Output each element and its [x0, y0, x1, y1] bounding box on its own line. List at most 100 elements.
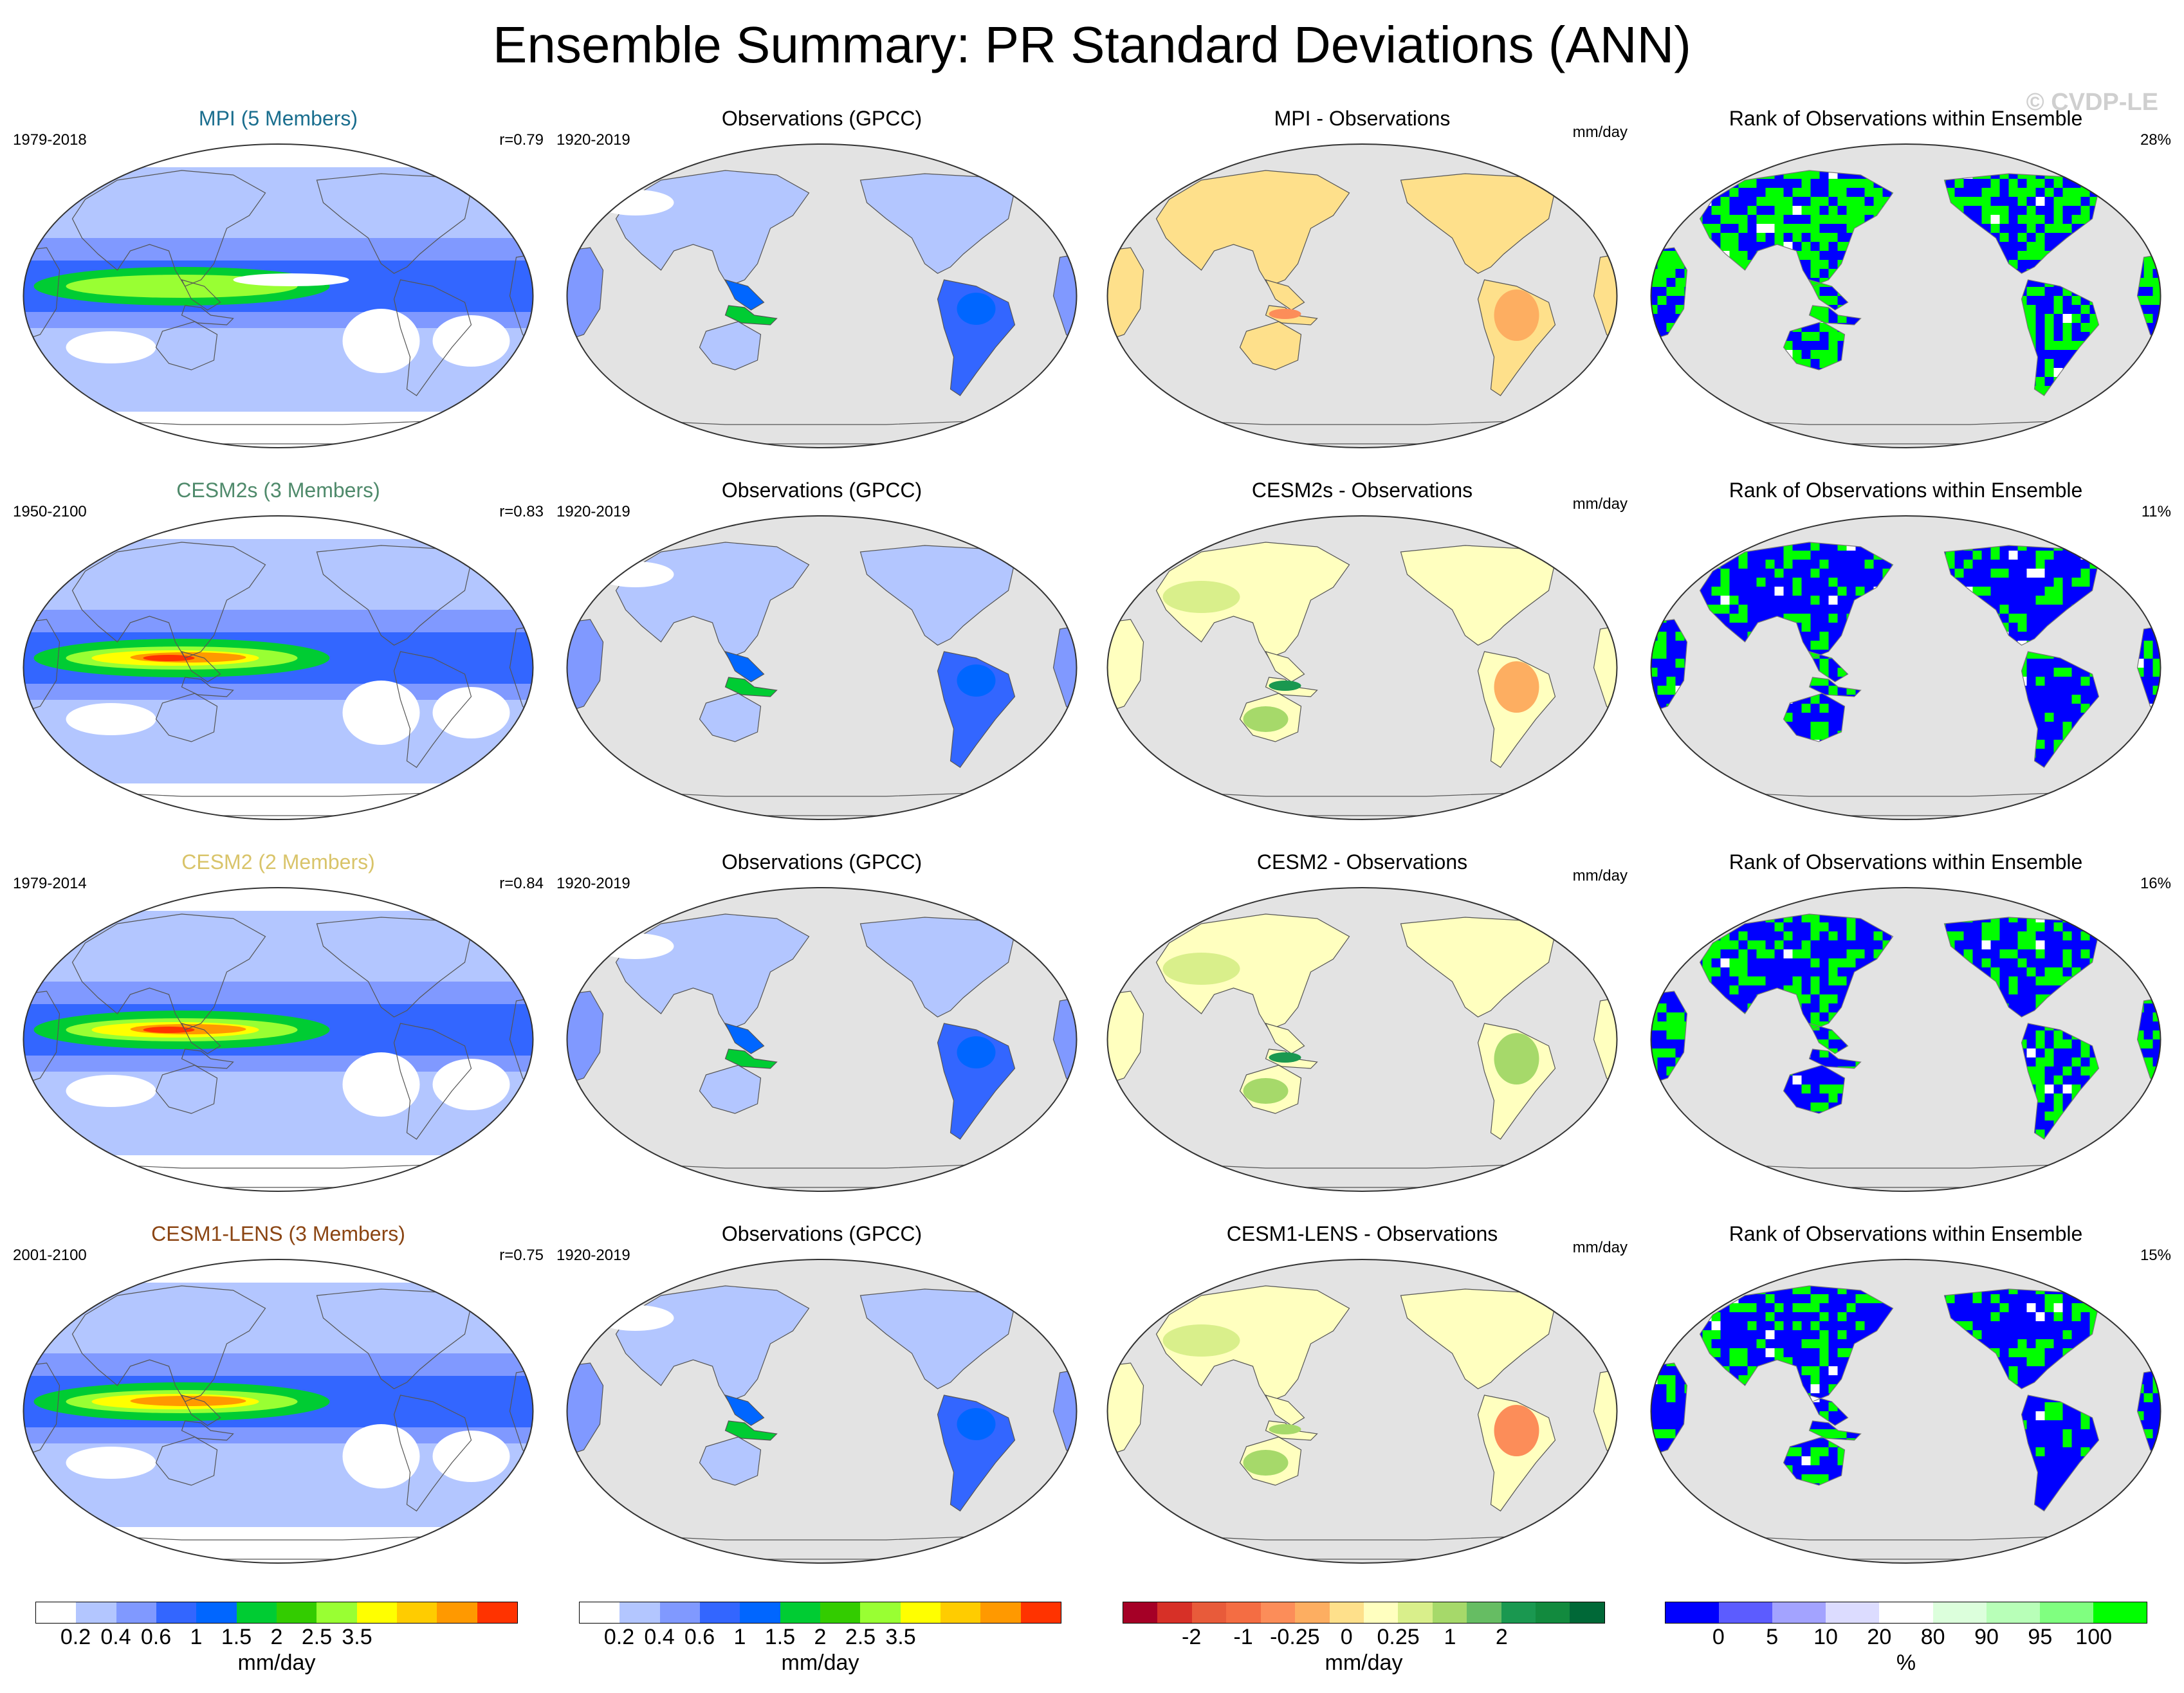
rank-cell	[2035, 242, 2045, 251]
rank-cell	[1676, 395, 1685, 404]
rank-cell	[1658, 215, 1667, 224]
diff-australia-anomaly	[1243, 334, 1289, 360]
rank-cell	[1676, 404, 1685, 413]
rank-cell	[2162, 386, 2171, 395]
rank-cell	[1685, 404, 1694, 413]
rank-cell	[1667, 161, 1676, 170]
rank-cell	[1649, 395, 1658, 404]
rank-cell	[2153, 224, 2162, 233]
rank-cell	[2162, 350, 2171, 359]
rank-cell	[1667, 197, 1676, 206]
rank-cell	[1801, 179, 1811, 188]
rank-cell	[1703, 188, 1712, 197]
rank-cell	[2126, 386, 2135, 395]
rank-cell	[1667, 224, 1676, 233]
rank-cell	[1712, 179, 1721, 188]
rank-cell	[1712, 170, 1721, 179]
rank-cell	[1972, 197, 1982, 206]
rank-cell	[1676, 377, 1685, 386]
rank-cell	[2126, 170, 2135, 179]
rank-cell	[1649, 206, 1658, 215]
rank-cell	[2135, 215, 2144, 224]
rank-cell	[2090, 179, 2099, 188]
rank-cell	[2162, 332, 2171, 341]
rank-cell	[2144, 197, 2153, 206]
rank-cell	[2126, 395, 2135, 404]
rank-cell	[1756, 233, 1766, 242]
rank-cell	[2063, 161, 2072, 170]
rank-cell	[1666, 287, 1676, 296]
rank-cell	[1685, 197, 1694, 206]
rank-cell	[2117, 404, 2126, 413]
rank-cell	[2099, 170, 2108, 179]
rank-cell	[1720, 215, 1730, 224]
coastline-australia	[155, 321, 218, 371]
rank-cell	[1675, 287, 1685, 296]
rank-cell	[1658, 233, 1667, 242]
rank-cell	[1729, 233, 1739, 242]
rank-cell	[2117, 404, 2126, 413]
rank-cell	[1649, 404, 1658, 413]
rank-cell	[2044, 188, 2054, 197]
rank-cell	[2162, 188, 2171, 197]
rank-cell	[2162, 179, 2171, 188]
rank-cell	[1981, 197, 1991, 206]
rank-cell	[1703, 404, 1712, 413]
rank-cell	[2153, 188, 2162, 197]
rank-cell	[2153, 170, 2162, 179]
rank-cell	[1819, 359, 1829, 368]
rank-cell	[2089, 179, 2099, 188]
rank-cell	[1712, 179, 1721, 188]
rank-cell	[1730, 161, 1739, 170]
rank-cell	[2144, 224, 2153, 233]
rank-cell	[1667, 197, 1676, 206]
rank-cell	[1658, 188, 1667, 197]
rank-cell	[2017, 188, 2027, 197]
rank-cell	[1667, 224, 1676, 233]
rank-cell	[1676, 386, 1685, 395]
rank-cell	[2117, 170, 2126, 179]
rank-cell	[1685, 197, 1694, 206]
rank-cell	[1700, 197, 1703, 206]
rank-cell	[2162, 305, 2171, 314]
rank-cell	[2153, 242, 2162, 251]
rank-cell	[2144, 350, 2153, 359]
rank-cell	[1667, 215, 1676, 224]
rank-cell	[1720, 197, 1730, 206]
rank-cell	[2153, 179, 2162, 188]
rank-cell	[2099, 395, 2108, 404]
rank-cell	[2054, 161, 2063, 170]
rank-cell	[2144, 206, 2153, 215]
rank-cell	[2126, 206, 2135, 215]
rank-cell	[1837, 332, 1845, 341]
rank-cell	[1658, 224, 1667, 233]
rank-cell	[2144, 233, 2153, 242]
rank-cell	[2008, 179, 2018, 188]
rank-cell	[1649, 242, 1658, 251]
rank-cell	[1649, 251, 1658, 260]
rank-cell	[1855, 206, 1865, 215]
rank-cell	[2099, 170, 2108, 179]
rank-cell	[2126, 377, 2135, 386]
rank-cell	[1667, 386, 1676, 395]
rank-cell	[1676, 179, 1685, 188]
rank-cell	[2117, 395, 2126, 404]
rank-cell	[1649, 233, 1658, 242]
rank-cell	[1801, 242, 1811, 251]
rank-cell	[1747, 179, 1757, 188]
rank-cell	[2053, 215, 2063, 224]
rank-cell	[2153, 368, 2162, 377]
rank-cell	[2162, 197, 2171, 206]
rank-cell	[2135, 197, 2144, 206]
rank-cell	[2144, 359, 2153, 368]
rank-cell	[1747, 206, 1757, 215]
rank-cell	[1649, 332, 1658, 341]
rank-cell	[1649, 224, 1658, 233]
rank-cell	[1658, 170, 1667, 179]
rank-cell	[2108, 179, 2117, 188]
rank-cell	[2153, 161, 2162, 170]
rank-cell	[1721, 170, 1730, 179]
rank-cell	[1649, 332, 1658, 341]
rank-cell	[1685, 179, 1694, 188]
rank-cell	[2144, 377, 2153, 386]
